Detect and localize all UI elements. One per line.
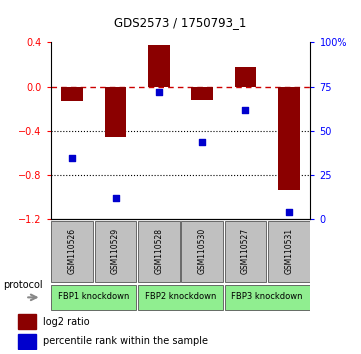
Bar (268, 221, 310, 282)
Text: GSM110529: GSM110529 (111, 228, 120, 274)
Bar (51, 285, 136, 310)
Bar (61, 87, 83, 101)
Point (156, 89, 162, 95)
Text: log2 ratio: log2 ratio (43, 316, 89, 327)
Bar (225, 221, 266, 282)
Bar (95, 221, 136, 282)
Text: percentile rank within the sample: percentile rank within the sample (43, 336, 208, 346)
Bar (278, 87, 300, 190)
Text: protocol: protocol (4, 280, 43, 290)
Text: GSM110526: GSM110526 (68, 228, 77, 274)
Point (243, 107, 248, 113)
Bar (148, 45, 170, 87)
Text: GSM110527: GSM110527 (241, 228, 250, 274)
Bar (138, 285, 223, 310)
Bar (191, 87, 213, 100)
Point (286, 210, 292, 215)
Text: GSM110530: GSM110530 (198, 228, 206, 274)
Bar (18, 314, 35, 329)
Text: GDS2573 / 1750793_1: GDS2573 / 1750793_1 (114, 17, 247, 29)
Bar (51, 221, 93, 282)
Text: FBP1 knockdown: FBP1 knockdown (58, 292, 130, 301)
Text: FBP2 knockdown: FBP2 knockdown (145, 292, 216, 301)
Point (199, 139, 205, 144)
Text: GSM110531: GSM110531 (284, 228, 293, 274)
Bar (225, 285, 310, 310)
Point (113, 195, 118, 201)
Bar (138, 221, 180, 282)
Text: FBP3 knockdown: FBP3 knockdown (231, 292, 303, 301)
Bar (181, 221, 223, 282)
Point (69, 155, 75, 160)
Bar (18, 334, 35, 348)
Bar (235, 67, 256, 87)
Bar (105, 87, 126, 137)
Text: GSM110528: GSM110528 (155, 228, 163, 274)
